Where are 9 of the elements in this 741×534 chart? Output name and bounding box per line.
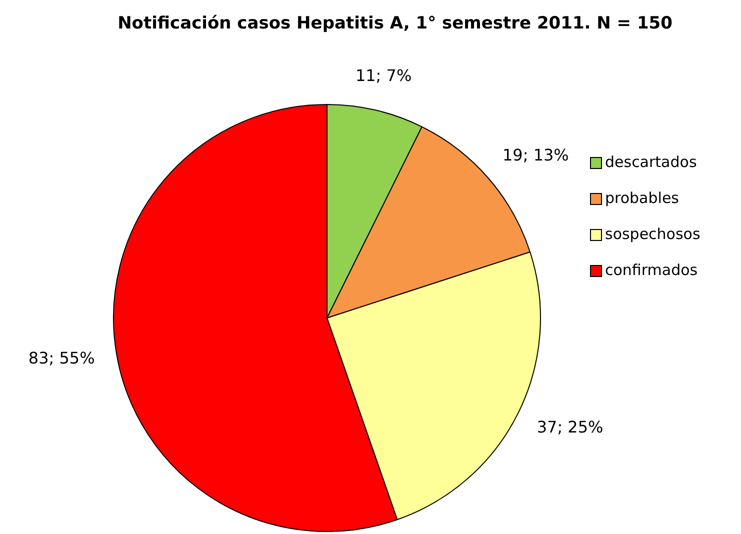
- chart-title: Notificación casos Hepatitis A, 1° semestre 2011. N = 150: [118, 13, 673, 34]
- legend-label: sospechosos: [605, 224, 700, 243]
- data-label: 83; 55%: [28, 348, 95, 368]
- legend-label: descartados: [605, 152, 697, 171]
- data-label: 11; 7%: [355, 66, 412, 86]
- legend-label: confirmados: [605, 260, 698, 279]
- legend-label: probables: [605, 188, 680, 207]
- data-label: 19; 13%: [502, 145, 569, 164]
- data-label: 37; 25%: [536, 417, 604, 436]
